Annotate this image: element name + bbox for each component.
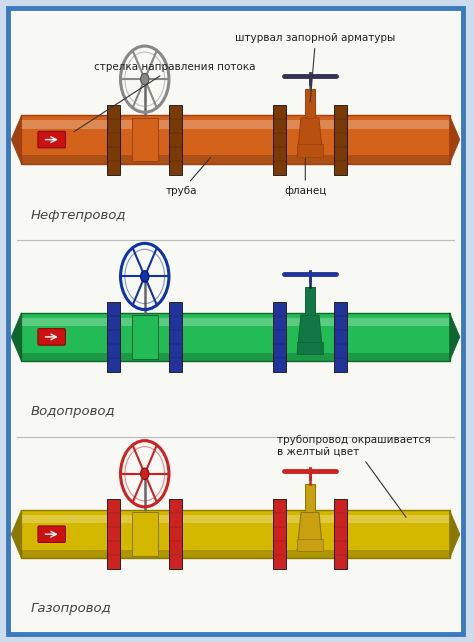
Polygon shape	[297, 512, 323, 551]
Bar	[169, 302, 182, 372]
Polygon shape	[450, 313, 460, 361]
Bar	[334, 105, 347, 175]
Bar	[334, 302, 347, 372]
Bar	[273, 302, 286, 372]
Bar	[273, 499, 286, 569]
Circle shape	[141, 271, 149, 282]
FancyBboxPatch shape	[9, 8, 463, 634]
Text: труба: труба	[166, 158, 210, 196]
Polygon shape	[450, 510, 460, 559]
Polygon shape	[450, 116, 460, 164]
Bar	[305, 89, 315, 118]
Bar	[21, 550, 450, 559]
Text: Водопровод: Водопровод	[31, 404, 115, 417]
Bar	[132, 315, 158, 359]
Bar	[21, 515, 450, 523]
Bar	[21, 352, 450, 361]
Bar	[132, 118, 158, 161]
Circle shape	[141, 468, 149, 480]
Text: Газопровод: Газопровод	[31, 602, 111, 616]
Bar	[21, 155, 450, 164]
Bar	[21, 318, 450, 326]
Bar	[21, 120, 450, 129]
Circle shape	[141, 73, 149, 85]
Bar	[107, 302, 120, 372]
Bar	[305, 484, 315, 512]
Bar	[169, 499, 182, 569]
Bar	[297, 539, 323, 551]
Polygon shape	[297, 118, 323, 157]
Bar	[21, 116, 450, 164]
Polygon shape	[297, 315, 323, 354]
FancyBboxPatch shape	[38, 329, 65, 345]
FancyBboxPatch shape	[38, 526, 65, 542]
Text: стрелка направления потока: стрелка направления потока	[74, 62, 255, 132]
Bar	[132, 512, 158, 556]
Bar	[169, 105, 182, 175]
Bar	[297, 144, 323, 157]
FancyBboxPatch shape	[38, 132, 65, 148]
Text: трубопровод окрашивается
в желтый цвет: трубопровод окрашивается в желтый цвет	[277, 435, 431, 517]
Bar	[273, 105, 286, 175]
Text: штурвал запорной арматуры: штурвал запорной арматуры	[236, 33, 396, 102]
Bar	[334, 499, 347, 569]
Bar	[21, 313, 450, 361]
Text: фланец: фланец	[284, 159, 327, 196]
Bar	[107, 499, 120, 569]
Polygon shape	[11, 313, 21, 361]
Bar	[297, 342, 323, 354]
Text: Нефтепровод: Нефтепровод	[31, 209, 126, 222]
Bar	[305, 286, 315, 315]
Bar	[21, 510, 450, 559]
Polygon shape	[11, 116, 21, 164]
Bar	[107, 105, 120, 175]
Polygon shape	[11, 510, 21, 559]
